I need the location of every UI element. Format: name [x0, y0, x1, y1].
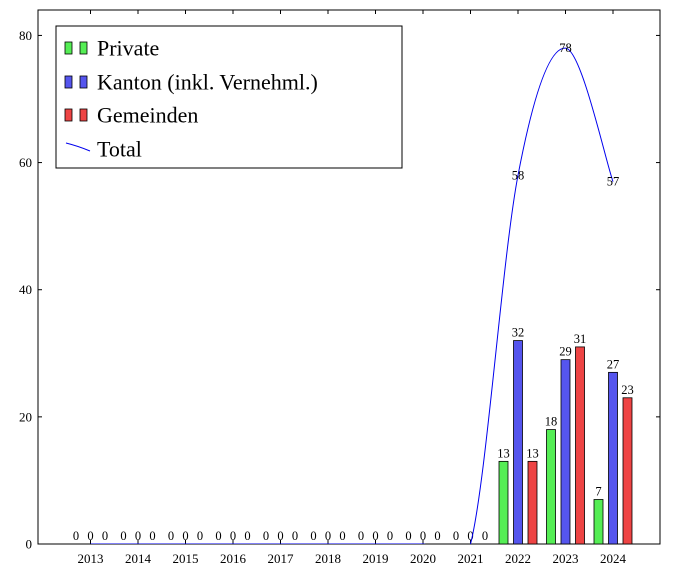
bar-value-label: 7 [595, 485, 601, 499]
x-tick-label: 2017 [268, 551, 295, 566]
legend-entry-label: Total [97, 137, 142, 162]
bar-value-label: 0 [230, 529, 236, 543]
y-tick-label: 20 [19, 409, 32, 424]
bar-value-label: 0 [467, 529, 473, 543]
bar-value-label: 0 [358, 529, 364, 543]
x-tick-label: 2022 [505, 551, 531, 566]
bar-value-label: 0 [434, 529, 440, 543]
bar [546, 429, 556, 545]
bar-value-label: 0 [197, 529, 203, 543]
x-tick-label: 2018 [315, 551, 341, 566]
bar-value-label: 0 [325, 529, 331, 543]
legend-swatch [79, 75, 88, 89]
bar-value-label: 0 [120, 529, 126, 543]
bar-value-label: 0 [292, 529, 298, 543]
y-tick-label: 80 [19, 28, 32, 43]
bar-value-label: 13 [526, 446, 539, 460]
y-tick-label: 0 [26, 537, 33, 552]
x-tick-label: 2015 [173, 551, 199, 566]
bar [575, 346, 585, 545]
bar-value-label: 0 [420, 529, 426, 543]
bar [513, 340, 523, 545]
legend-entry-label: Kanton (inkl. Vernehml.) [97, 70, 318, 95]
bar-value-label: 18 [545, 415, 558, 429]
series-line-total [90, 47, 614, 544]
bar-value-label: 0 [277, 529, 283, 543]
bar-value-label: 0 [387, 529, 393, 543]
bar-value-label: 13 [497, 446, 510, 460]
line-value-label: 58 [512, 168, 525, 182]
x-tick-label: 2013 [78, 551, 104, 566]
bar-value-label: 29 [559, 345, 572, 359]
x-tick-label: 2020 [410, 551, 436, 566]
bar-value-label: 0 [372, 529, 378, 543]
bar-value-label: 0 [453, 529, 459, 543]
bar-value-label: 0 [73, 529, 79, 543]
bar-value-label: 23 [621, 383, 634, 397]
bar-value-label: 0 [310, 529, 316, 543]
legend-swatch [79, 41, 88, 55]
x-tick-label: 2024 [600, 551, 627, 566]
x-tick-label: 2023 [553, 551, 579, 566]
bar [527, 460, 538, 545]
bar-value-label: 0 [135, 529, 141, 543]
bar-value-label: 27 [607, 357, 620, 371]
bar-value-label: 31 [574, 332, 587, 346]
bar [498, 460, 509, 545]
bar [622, 397, 633, 545]
line-value-label: 57 [607, 175, 620, 189]
legend-line-swatch [65, 142, 91, 152]
bar-value-label: 0 [405, 529, 411, 543]
bar [593, 499, 604, 545]
legend-swatch [64, 108, 73, 122]
x-tick-label: 2014 [125, 551, 152, 566]
bar-value-label: 0 [168, 529, 174, 543]
legend-swatch [79, 108, 88, 122]
bar-value-label: 32 [512, 326, 525, 340]
legend: Private Kanton (inkl. Vernehml.) Gemeinden… [55, 25, 403, 169]
bar-value-label: 0 [339, 529, 345, 543]
x-tick-label: 2019 [363, 551, 389, 566]
legend-entry-label: Gemeinden [97, 103, 198, 128]
bar-value-label: 0 [482, 529, 488, 543]
y-tick-label: 40 [19, 282, 32, 297]
bar [608, 371, 618, 545]
bar-value-label: 0 [215, 529, 221, 543]
legend-box [55, 25, 403, 169]
y-tick-label: 60 [19, 155, 32, 170]
x-tick-label: 2016 [220, 551, 247, 566]
bar-value-label: 0 [263, 529, 269, 543]
legend-entry-label: Private [97, 36, 159, 61]
legend-swatch [64, 41, 73, 55]
bar-value-label: 0 [244, 529, 250, 543]
legend-swatch [64, 75, 73, 89]
bar-value-label: 0 [87, 529, 93, 543]
line-value-label: 78 [559, 41, 572, 55]
bar-value-label: 0 [182, 529, 188, 543]
x-tick-label: 2021 [458, 551, 484, 566]
bar-value-label: 0 [149, 529, 155, 543]
bar [560, 359, 571, 545]
bar-value-label: 0 [102, 529, 108, 543]
